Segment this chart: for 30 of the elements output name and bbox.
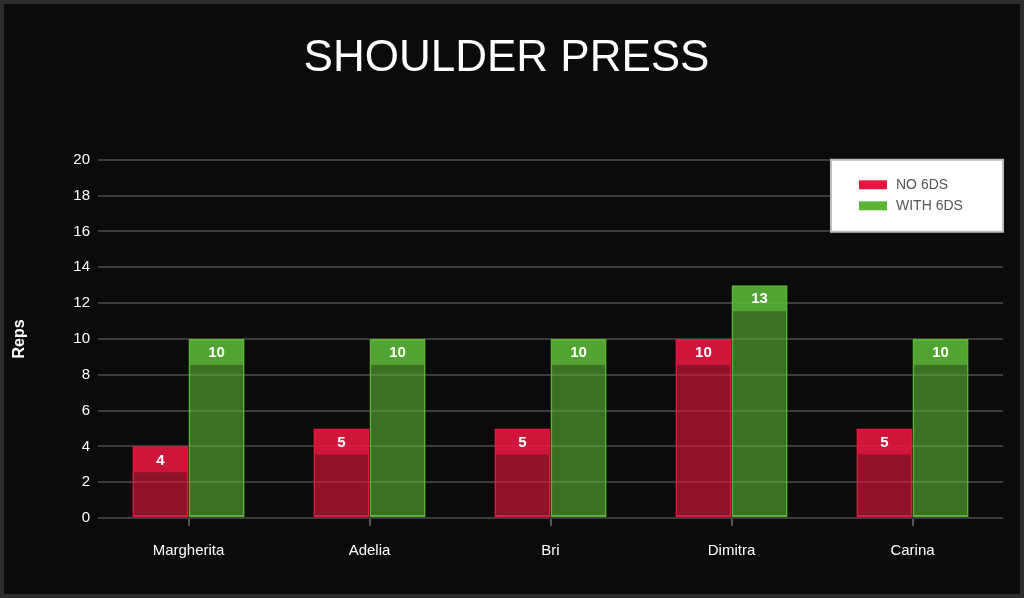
data-label: 4	[156, 450, 166, 468]
data-label: 5	[518, 432, 527, 450]
legend-label: NO 6DS	[896, 175, 949, 192]
y-tick-label: 12	[73, 293, 90, 311]
y-tick-label: 0	[81, 508, 90, 526]
y-tick-label: 10	[73, 329, 90, 347]
data-label: 10	[695, 343, 712, 361]
y-tick-label: 8	[81, 364, 90, 382]
x-tick-label: Bri	[541, 541, 560, 559]
y-tick-label: 18	[73, 185, 90, 203]
x-tick-label: Dimitra	[707, 541, 756, 559]
data-label: 5	[880, 432, 889, 450]
y-axis-title: Reps	[10, 319, 28, 359]
data-label: 10	[389, 343, 406, 361]
y-tick-label: 2	[81, 472, 90, 490]
chart-title: SHOULDER PRESS	[303, 30, 710, 80]
data-label: 10	[932, 343, 949, 361]
legend-label: WITH 6DS	[896, 196, 963, 213]
data-label: 10	[208, 343, 225, 361]
y-tick-label: 20	[73, 149, 90, 167]
data-label: 5	[337, 432, 346, 450]
y-tick-label: 16	[73, 221, 90, 239]
x-tick-label: Carina	[890, 541, 936, 559]
x-tick-label: Margherita	[152, 541, 225, 559]
y-tick-label: 6	[81, 400, 90, 418]
y-tick-label: 4	[81, 436, 90, 454]
data-label: 10	[570, 343, 587, 361]
x-tick-label: Adelia	[348, 541, 391, 559]
data-label: 13	[751, 289, 768, 307]
y-tick-label: 14	[73, 257, 90, 275]
